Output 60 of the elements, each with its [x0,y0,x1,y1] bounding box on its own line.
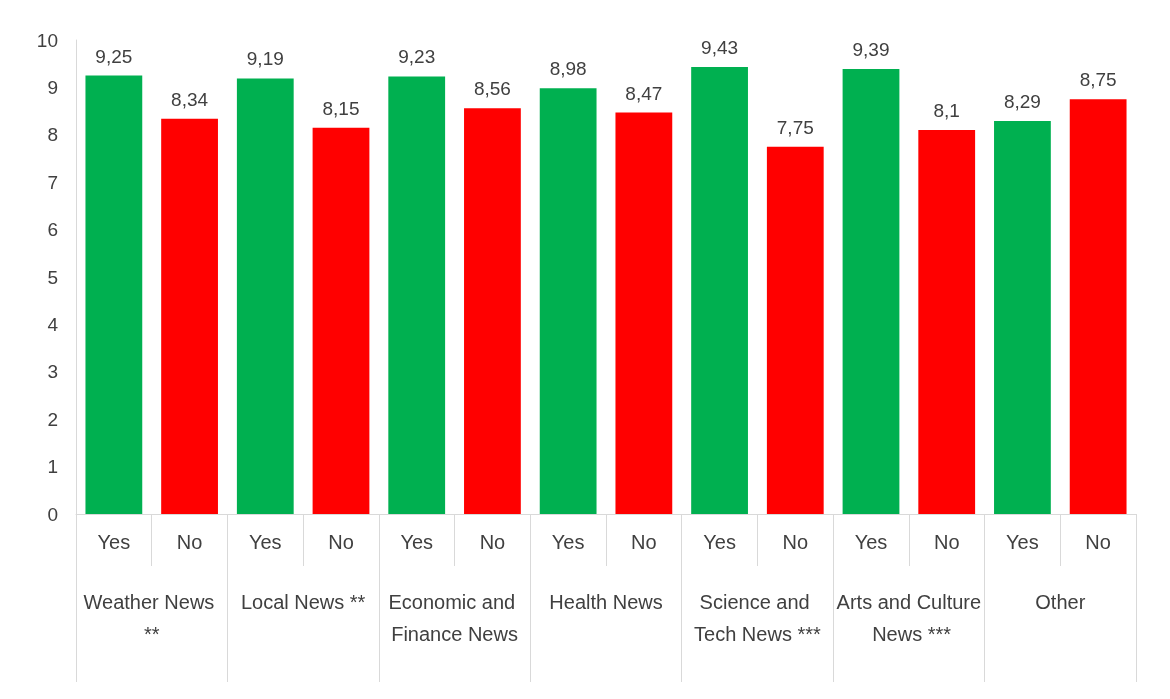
text: Yes [248,531,282,553]
data-label: 8,56 [473,78,511,100]
bar [994,121,1051,514]
x-tick-label: Economic and Finance News [388,591,521,645]
text: No [933,531,960,553]
bar [312,127,370,514]
data-label: 8,98 [549,58,587,80]
data-label: 9,19 [246,48,284,70]
bar [615,112,673,514]
y-tick-label: 4 [47,313,59,335]
data-label: 8,29 [1003,91,1041,113]
data-label: 8,34 [171,88,209,110]
bar [539,88,597,514]
text: Yes [1006,531,1039,553]
text: No [479,531,506,553]
x-tick-label: Weather News ** [83,591,220,645]
bar [236,78,294,514]
x-tick-label: Other [1035,591,1086,613]
y-tick-label: 6 [47,219,58,241]
data-label: 8,1 [933,100,960,122]
data-label: 8,15 [322,97,360,119]
data-label: 9,39 [852,38,890,60]
y-tick-label: 3 [47,361,58,383]
data-label: 9,23 [398,46,436,68]
text: Yes [854,531,888,553]
x-tick-label: Health News [549,591,663,613]
x-tick-label: Local News ** [240,591,366,613]
text: No [328,531,354,553]
y-tick-label: 2 [47,408,58,430]
y-tick-label: 0 [47,503,58,525]
bar [161,118,218,514]
y-tick-label: 1 [47,456,58,478]
y-tick-label: 9 [47,76,58,98]
bar [1069,99,1127,514]
bar [85,75,143,514]
bar [691,67,748,514]
x-tick-label: Arts and Culture News *** [836,591,982,645]
bar [464,108,521,514]
series-label: No [176,531,203,553]
text: No [782,531,809,553]
bar [918,130,976,514]
text: Yes [703,531,736,553]
bar [388,76,446,514]
bar [766,146,824,514]
text: No [631,531,657,553]
data-label: 8,47 [625,82,663,104]
y-tick-label: 7 [47,171,58,193]
y-tick-label: 5 [47,266,58,288]
data-label: 7,75 [776,116,814,138]
data-label: 9,25 [95,45,133,67]
y-tick-label: 8 [47,124,58,146]
y-tick-label: 10 [36,29,58,51]
bar [842,68,900,514]
x-tick-label: Science and Tech News *** [694,591,821,645]
data-label: 9,43 [701,37,739,59]
text: No [1085,531,1111,553]
text: Yes [551,531,585,553]
series-label: Yes [97,531,131,553]
text: Yes [400,531,434,553]
data-label: 8,75 [1079,69,1117,91]
